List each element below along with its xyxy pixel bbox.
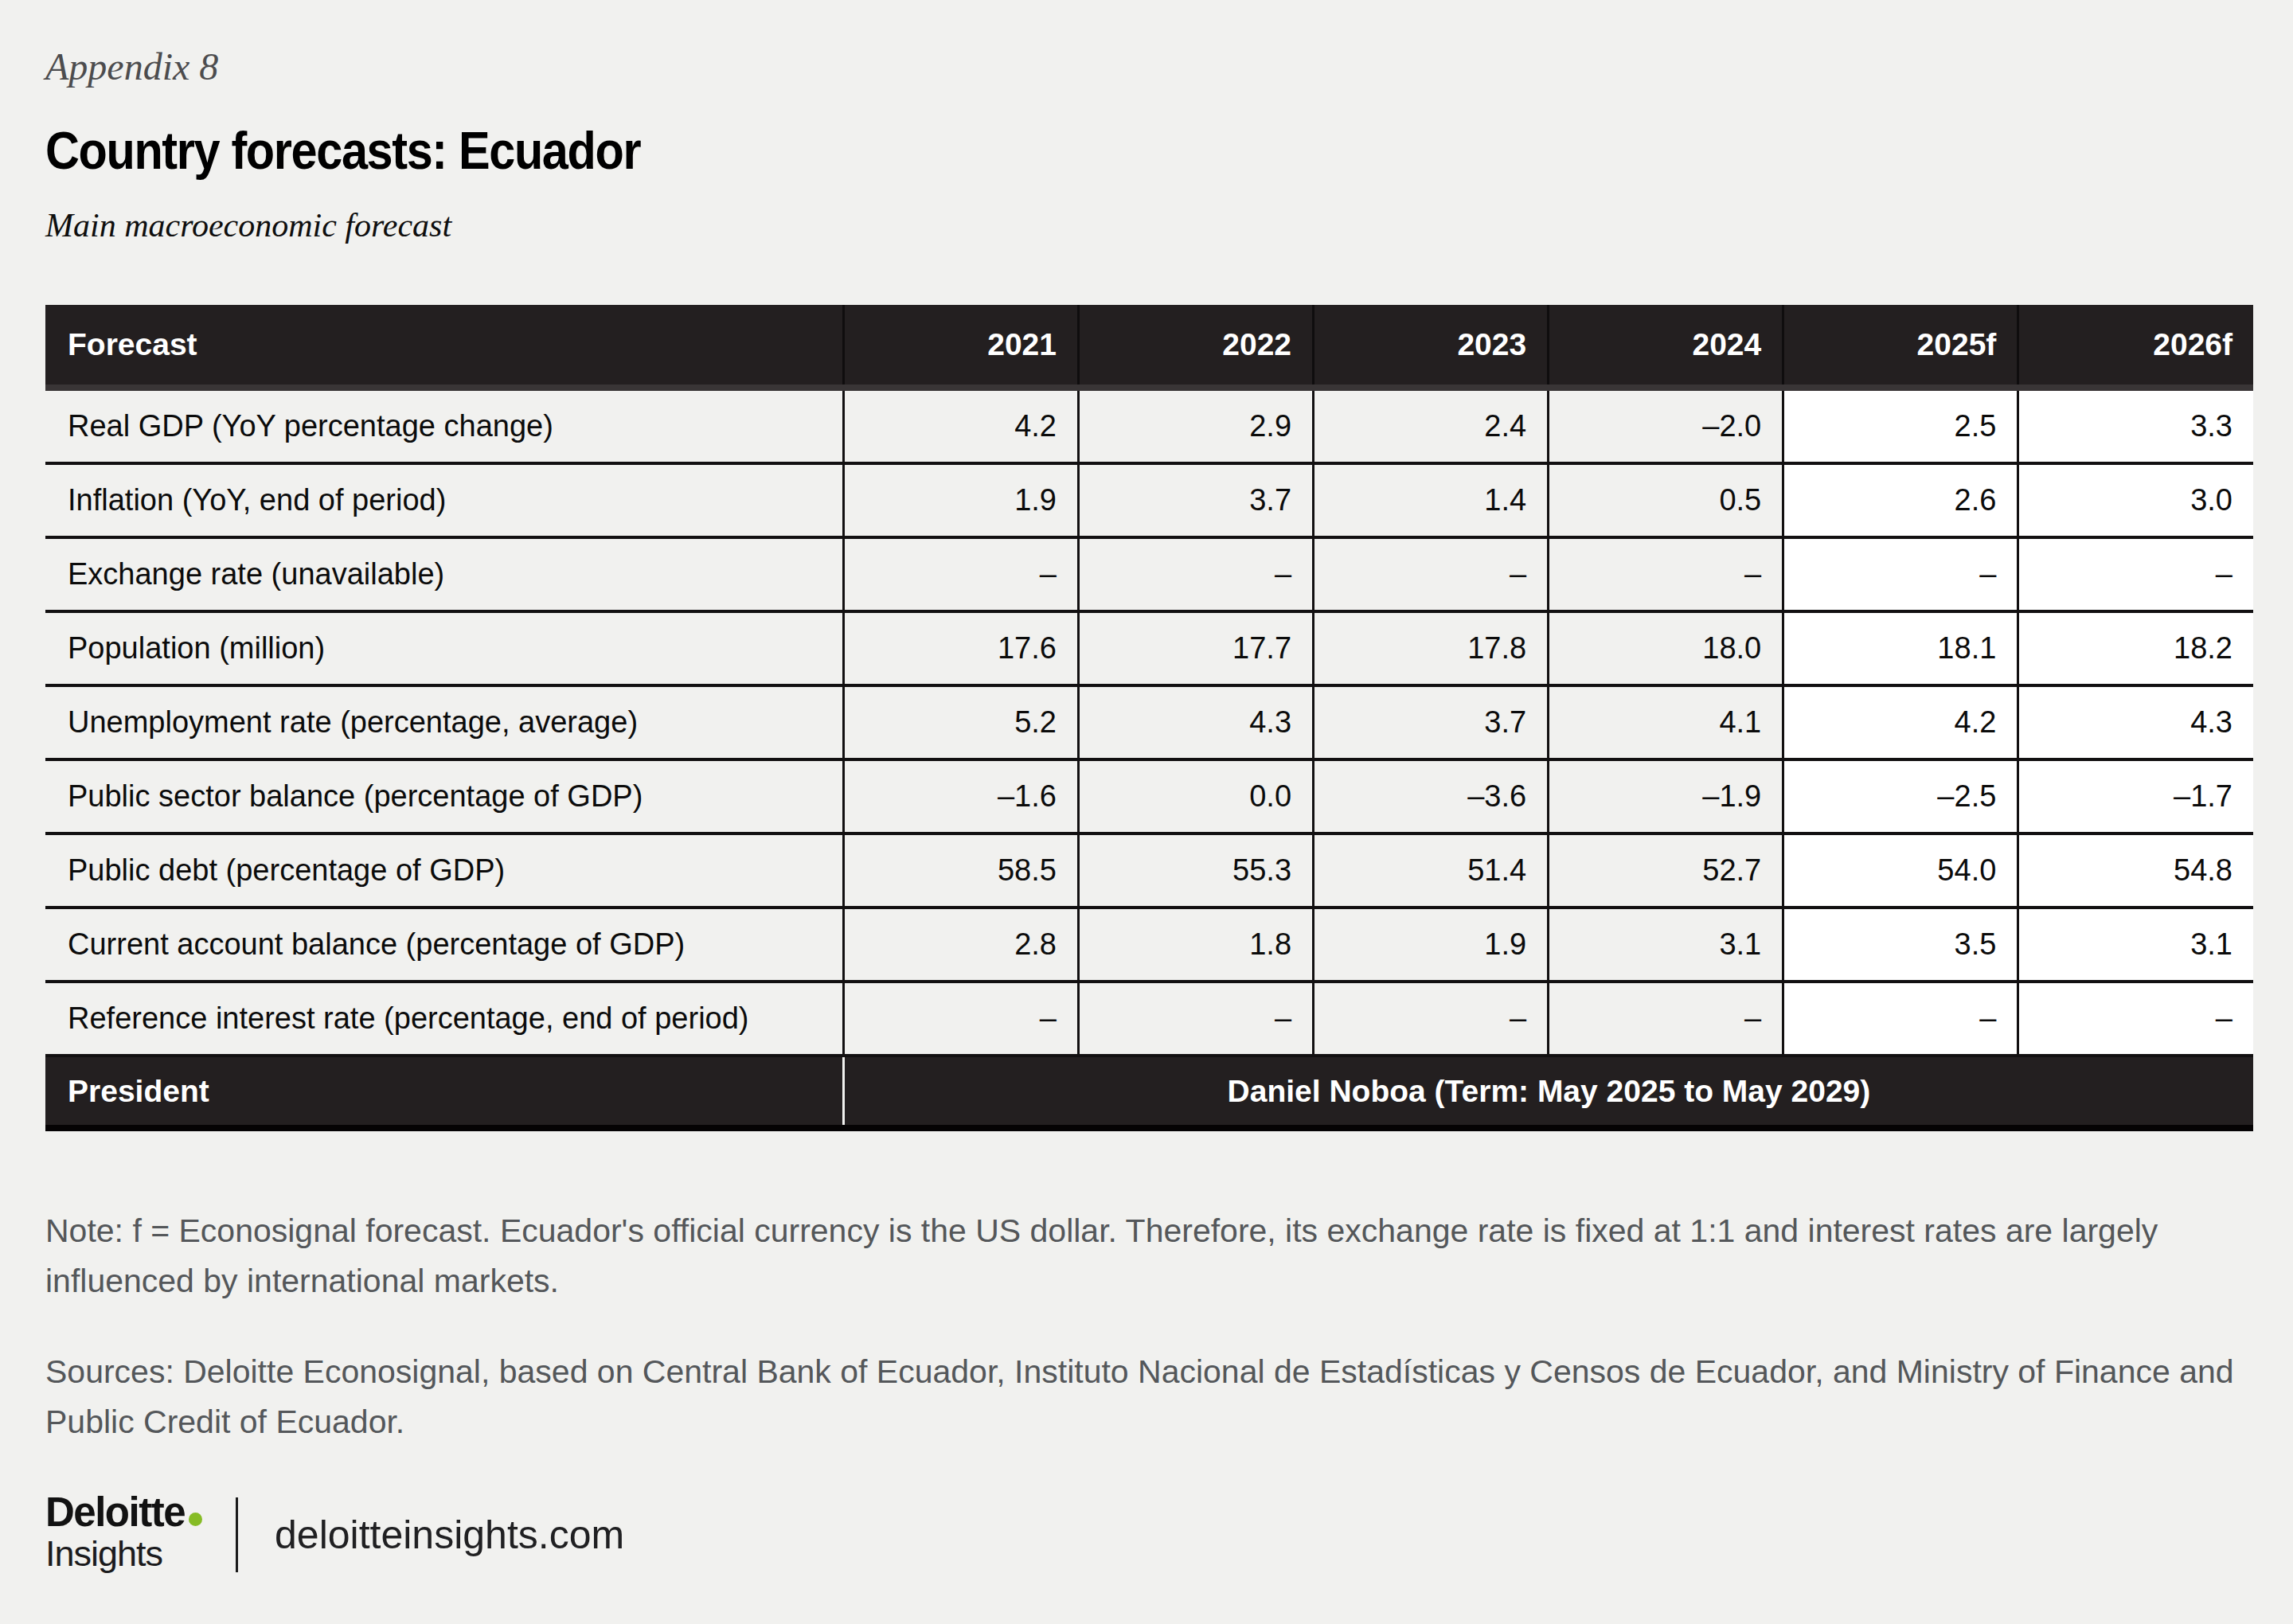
cell-value: – xyxy=(1314,537,1549,611)
page-footer: Deloitte Insights deloitteinsights.com xyxy=(45,1495,2253,1575)
column-header-2025f: 2025f xyxy=(1783,305,2018,388)
table-row-reference-interest-rate: Reference interest rate (percentage, end… xyxy=(45,982,2253,1056)
footer-divider xyxy=(236,1497,238,1572)
appendix-label: Appendix 8 xyxy=(45,45,2253,88)
row-label: Reference interest rate (percentage, end… xyxy=(45,982,843,1056)
cell-value: – xyxy=(843,982,1078,1056)
column-header-2022: 2022 xyxy=(1078,305,1313,388)
president-row: President Daniel Noboa (Term: May 2025 t… xyxy=(45,1056,2253,1128)
cell-value-forecast: – xyxy=(1783,537,2018,611)
cell-value: – xyxy=(843,537,1078,611)
cell-value: 0.0 xyxy=(1078,759,1313,833)
cell-value-forecast: 18.1 xyxy=(1783,611,2018,685)
president-value: Daniel Noboa (Term: May 2025 to May 2029… xyxy=(843,1056,2253,1128)
row-label: Public debt (percentage of GDP) xyxy=(45,833,843,908)
brand-wordmark: Deloitte xyxy=(45,1495,202,1531)
cell-value: 3.7 xyxy=(1078,463,1313,537)
cell-value: 18.0 xyxy=(1549,611,1783,685)
note-text: Note: f = Econosignal forecast. Ecuador'… xyxy=(45,1206,2248,1306)
cell-value: 1.8 xyxy=(1078,908,1313,982)
cell-value-forecast: 54.8 xyxy=(2018,833,2253,908)
cell-value: 3.1 xyxy=(1549,908,1783,982)
cell-value: – xyxy=(1549,537,1783,611)
page-subtitle: Main macroeconomic forecast xyxy=(45,206,2253,244)
cell-value: 4.1 xyxy=(1549,685,1783,759)
cell-value-forecast: 2.6 xyxy=(1783,463,2018,537)
column-header-2023: 2023 xyxy=(1314,305,1549,388)
row-label: Unemployment rate (percentage, average) xyxy=(45,685,843,759)
cell-value: 51.4 xyxy=(1314,833,1549,908)
cell-value-forecast: 3.0 xyxy=(2018,463,2253,537)
row-label: Current account balance (percentage of G… xyxy=(45,908,843,982)
page-title: Country forecasts: Ecuador xyxy=(45,120,2033,181)
cell-value: 2.4 xyxy=(1314,388,1549,463)
row-label: Inflation (YoY, end of period) xyxy=(45,463,843,537)
cell-value: –1.9 xyxy=(1549,759,1783,833)
table-row-exchange-rate: Exchange rate (unavailable) – – – – – – xyxy=(45,537,2253,611)
cell-value: 17.8 xyxy=(1314,611,1549,685)
deloitte-insights-logo: Deloitte Insights xyxy=(45,1495,202,1575)
row-label: Exchange rate (unavailable) xyxy=(45,537,843,611)
brand-deloitte-text: Deloitte xyxy=(45,1489,185,1535)
cell-value-forecast: –1.7 xyxy=(2018,759,2253,833)
cell-value: – xyxy=(1549,982,1783,1056)
cell-value: 1.9 xyxy=(1314,908,1549,982)
cell-value: 1.9 xyxy=(843,463,1078,537)
brand-insights-text: Insights xyxy=(45,1533,202,1575)
cell-value: 55.3 xyxy=(1078,833,1313,908)
column-header-2024: 2024 xyxy=(1549,305,1783,388)
table-row-unemployment: Unemployment rate (percentage, average) … xyxy=(45,685,2253,759)
table-row-population: Population (million) 17.6 17.7 17.8 18.0… xyxy=(45,611,2253,685)
cell-value: 58.5 xyxy=(843,833,1078,908)
cell-value-forecast: 2.5 xyxy=(1783,388,2018,463)
cell-value: –3.6 xyxy=(1314,759,1549,833)
cell-value-forecast: –2.5 xyxy=(1783,759,2018,833)
cell-value-forecast: 3.5 xyxy=(1783,908,2018,982)
column-header-forecast: Forecast xyxy=(45,305,843,388)
report-page: Appendix 8 Country forecasts: Ecuador Ma… xyxy=(0,0,2293,1575)
cell-value: – xyxy=(1078,982,1313,1056)
table-header-row: Forecast 2021 2022 2023 2024 2025f 2026f xyxy=(45,305,2253,388)
cell-value: 17.7 xyxy=(1078,611,1313,685)
cell-value: 0.5 xyxy=(1549,463,1783,537)
row-label: Population (million) xyxy=(45,611,843,685)
cell-value-forecast: 4.2 xyxy=(1783,685,2018,759)
cell-value-forecast: 4.3 xyxy=(2018,685,2253,759)
cell-value: 2.9 xyxy=(1078,388,1313,463)
cell-value: 3.7 xyxy=(1314,685,1549,759)
row-label: Real GDP (YoY percentage change) xyxy=(45,388,843,463)
cell-value-forecast: 3.1 xyxy=(2018,908,2253,982)
footer-site-url: deloitteinsights.com xyxy=(275,1512,624,1558)
column-header-2021: 2021 xyxy=(843,305,1078,388)
cell-value: 4.2 xyxy=(843,388,1078,463)
cell-value: 17.6 xyxy=(843,611,1078,685)
table-row-inflation: Inflation (YoY, end of period) 1.9 3.7 1… xyxy=(45,463,2253,537)
forecast-table: Forecast 2021 2022 2023 2024 2025f 2026f… xyxy=(45,305,2253,1131)
cell-value-forecast: – xyxy=(2018,537,2253,611)
cell-value: 4.3 xyxy=(1078,685,1313,759)
column-header-2026f: 2026f xyxy=(2018,305,2253,388)
cell-value: 52.7 xyxy=(1549,833,1783,908)
cell-value-forecast: 3.3 xyxy=(2018,388,2253,463)
cell-value-forecast: – xyxy=(2018,982,2253,1056)
table-row-current-account: Current account balance (percentage of G… xyxy=(45,908,2253,982)
cell-value: –1.6 xyxy=(843,759,1078,833)
table-row-public-debt: Public debt (percentage of GDP) 58.5 55.… xyxy=(45,833,2253,908)
row-label: Public sector balance (percentage of GDP… xyxy=(45,759,843,833)
cell-value-forecast: – xyxy=(1783,982,2018,1056)
cell-value-forecast: 18.2 xyxy=(2018,611,2253,685)
table-row-public-sector-balance: Public sector balance (percentage of GDP… xyxy=(45,759,2253,833)
cell-value: 5.2 xyxy=(843,685,1078,759)
cell-value: – xyxy=(1078,537,1313,611)
cell-value: 2.8 xyxy=(843,908,1078,982)
cell-value-forecast: 54.0 xyxy=(1783,833,2018,908)
cell-value: –2.0 xyxy=(1549,388,1783,463)
president-label: President xyxy=(45,1056,843,1128)
cell-value: – xyxy=(1314,982,1549,1056)
cell-value: 1.4 xyxy=(1314,463,1549,537)
table-row-real-gdp: Real GDP (YoY percentage change) 4.2 2.9… xyxy=(45,388,2253,463)
sources-text: Sources: Deloitte Econosignal, based on … xyxy=(45,1347,2248,1446)
deloitte-green-dot-icon xyxy=(189,1513,202,1526)
